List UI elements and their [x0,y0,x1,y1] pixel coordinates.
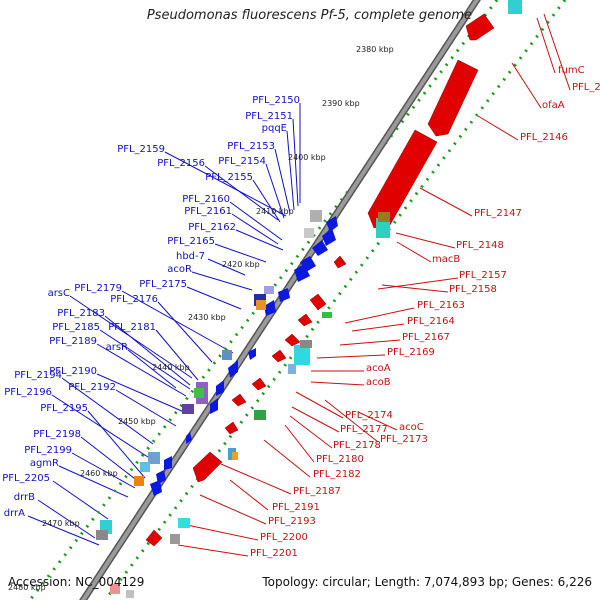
topology-summary: Topology: circular; Length: 7,074,893 bp… [262,575,592,589]
gene-label: PFL_2150 [252,95,300,106]
gene-label: acoC [399,422,424,433]
gene-label: drrB [14,492,35,503]
gene-label: PFL_2156 [157,158,205,169]
gene-label: PFL_2173 [380,434,428,445]
gene-label: pqqE [262,123,287,134]
gene-label: PFL_2185 [52,322,100,333]
forward-genes [150,216,338,496]
gene-label: PFL_2201 [250,548,298,559]
gene-label: PFL_2182 [313,469,361,480]
accession-text: Accession: NC_004129 [8,575,145,589]
scale-tick-label: 2400 kbp [288,153,326,162]
gene-label: PFL_2194 [14,370,62,381]
gene-label: PFL_2157 [459,270,507,281]
gene-label: PFL_2155 [205,172,253,183]
gene-label: PFL_2151 [245,111,293,122]
gene-label: agmR [30,458,59,469]
gene-label: arsR [106,342,128,353]
scale-tick-label: 2480 kbp [8,583,46,592]
gene-label: PFL_2193 [268,516,316,527]
gene-label: PFL_2146 [520,132,568,143]
leader-lines [27,13,571,557]
gene-label: acoR [167,264,192,275]
gene-label: hbd-7 [176,251,205,262]
scale-tick-label: 2450 kbp [118,417,156,426]
gene-label: PFL_2196 [4,387,52,398]
scale-tick-label: 2420 kbp [222,260,260,269]
gene-label: PFL_2160 [182,194,230,205]
gene-label: PFL_2174 [345,410,393,421]
gene-label: PFL_2175 [139,279,187,290]
gene-label: PFL_2167 [402,332,450,343]
gene-label: PFL_2159 [117,144,165,155]
gene-label: PFL_2183 [57,308,105,319]
scale-ticks: 2380 kbp 2390 kbp 2400 kbp 2410 kbp 2420 kbp… [8,45,394,592]
gene-label: PFL_2180 [316,454,364,465]
gene-label: PFL_2178 [333,440,381,451]
gene-label: PFL_2154 [218,156,266,167]
gene-label: PFL_2205 [2,473,50,484]
gene-label: PFL_2179 [74,283,122,294]
feature-boxes [96,0,522,598]
gene-label: PFL_2199 [24,445,72,456]
gene-label: PFL_2198 [33,429,81,440]
gene-label: PFL_2153 [227,141,275,152]
gene-label: drrA [4,508,25,519]
right-labels: fumC PFL_2141 ofaA PFL_2146 PFL_2147 PFL_2148… [250,65,600,559]
gene-label: PFL_2162 [188,222,236,233]
scale-tick-label: 2410 kbp [256,207,294,216]
gene-label: PFL_2161 [184,206,232,217]
gene-label: PFL_2158 [449,284,497,295]
scale-tick-label: 2430 kbp [188,313,226,322]
gene-label: acoA [366,363,391,374]
gene-label: fumC [558,65,585,76]
gene-label: PFL_2165 [167,236,215,247]
reverse-genes [145,13,495,547]
gene-label: PFL_2192 [68,382,116,393]
gene-label: PFL_2163 [417,300,465,311]
gene-label: arsC [48,288,70,299]
scale-tick-label: 2440 kbp [152,363,190,372]
gene-label: PFL_2141 [572,82,600,93]
gene-label: PFL_2189 [49,336,97,347]
gene-label: PFL_2190 [49,366,97,377]
gene-label: PFL_2195 [40,403,88,414]
gene-label: PFL_2176 [110,294,158,305]
gene-label: ofaA [542,100,565,111]
scale-tick-label: 2390 kbp [322,99,360,108]
scale-tick-label: 2460 kbp [80,469,118,478]
gene-label: PFL_2147 [474,208,522,219]
gene-label: macB [432,254,460,265]
tick-dots [28,0,567,600]
map-title: Pseudomonas fluorescens Pf-5, complete g… [146,8,472,23]
gene-label: PFL_2177 [340,424,388,435]
gene-label: PFL_2200 [260,532,308,543]
gene-label: PFL_2191 [272,502,320,513]
gene-label: PFL_2164 [407,316,455,327]
gene-label: PFL_2187 [293,486,341,497]
scale-tick-label: 2380 kbp [356,45,394,54]
gene-label: PFL_2169 [387,347,435,358]
gene-label: PFL_2148 [456,240,504,251]
gene-label: acoB [366,377,391,388]
scale-tick-label: 2470 kbp [42,519,80,528]
gene-label: PFL_2181 [108,322,156,333]
